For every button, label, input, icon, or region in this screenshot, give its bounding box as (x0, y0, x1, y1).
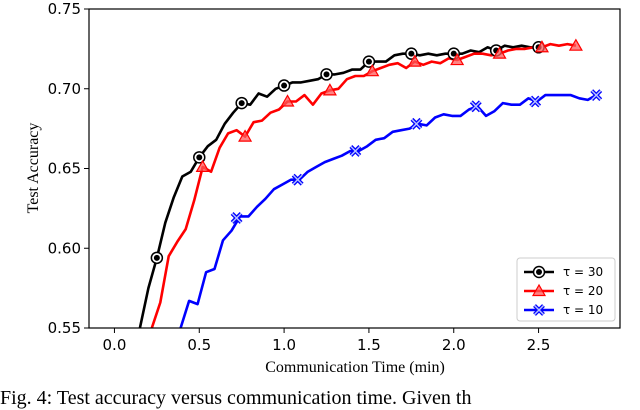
series-2-point (365, 63, 380, 77)
y-axis-label: Test Accuracy (25, 123, 42, 214)
legend: τ = 30 τ = 20 τ = 10 (516, 257, 616, 322)
series-3-point (469, 100, 482, 113)
series-3-point (291, 173, 304, 186)
series-1-point (193, 151, 206, 164)
legend-marker (531, 283, 547, 297)
series-1-point (320, 68, 333, 81)
x-axis-label: Communication Time (min) (265, 359, 445, 376)
series-3-point (410, 117, 423, 130)
series-2-point (195, 159, 210, 173)
series-2-point (568, 38, 583, 51)
series-2-point (450, 52, 465, 66)
legend-marker (532, 265, 546, 279)
legend-label: τ = 20 (563, 284, 603, 298)
y-tick-label: 0.60 (48, 239, 81, 257)
series-1-point (150, 251, 164, 265)
x-tick-label: 0.0 (103, 336, 127, 354)
y-tick-label: 0.65 (48, 160, 81, 178)
legend-label: τ = 30 (563, 265, 603, 279)
series-2-point (407, 54, 422, 67)
series-3-point (349, 145, 362, 157)
series-2-point (492, 46, 507, 59)
x-tick-label: 2.0 (442, 336, 466, 354)
figure-caption: Fig. 4: Test accuracy versus communicati… (0, 387, 472, 409)
series-2-point (322, 83, 337, 96)
series-line-3 (179, 93, 597, 328)
y-axis-ticks: 0.55 0.60 0.65 0.70 0.75 (48, 0, 89, 337)
series-3-point (230, 212, 243, 224)
x-axis-ticks: 0.0 0.5 1.0 1.5 2.0 2.5 (103, 328, 551, 354)
marker-layer (150, 38, 603, 355)
series-line-1 (138, 44, 539, 328)
x-tick-label: 2.5 (527, 336, 551, 354)
series-1-point (362, 55, 376, 68)
x-tick-label: 1.0 (272, 336, 296, 354)
x-tick-label: 1.5 (357, 336, 381, 354)
y-tick-label: 0.55 (48, 319, 81, 337)
legend-label: τ = 10 (563, 303, 603, 317)
series-line-2 (150, 42, 577, 328)
series-3-point (529, 95, 542, 108)
accuracy-chart: 0.0 0.5 1.0 1.5 2.0 2.5 0.550.600.650.700.75 … (25, 0, 621, 376)
legend-marker (533, 304, 545, 316)
series-2-point (534, 40, 549, 53)
x-tick-label: 0.5 (187, 336, 211, 354)
series-layer (138, 42, 597, 328)
series-3-point (590, 89, 603, 102)
series-2-point (280, 94, 295, 107)
series-2-point (238, 129, 253, 142)
series-2-point (154, 344, 166, 355)
y-tick-label: 0.75 (48, 0, 81, 18)
series-1-point (277, 79, 291, 92)
y-tick-label: 0.70 (48, 80, 81, 98)
series-1-point (235, 96, 248, 110)
